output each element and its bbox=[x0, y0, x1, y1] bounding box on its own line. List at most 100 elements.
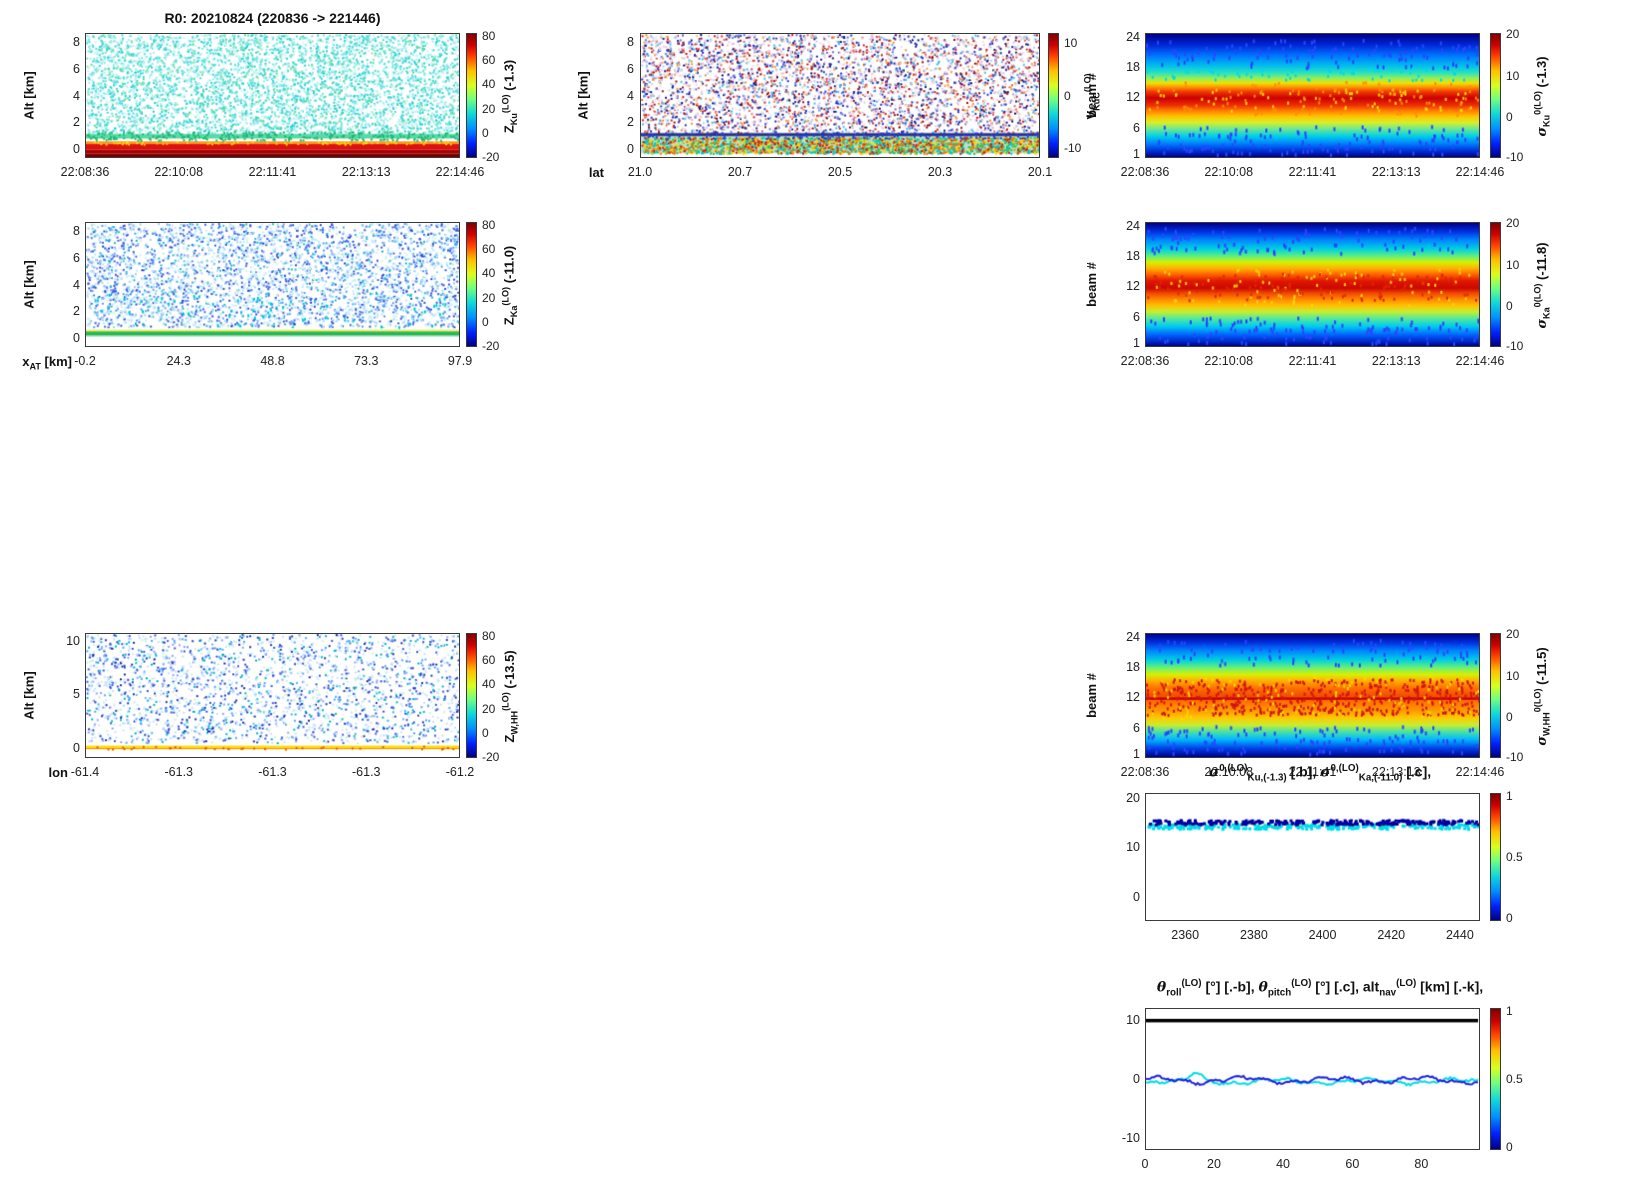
tick-label: 24 bbox=[1126, 218, 1140, 233]
label-segment: Z bbox=[501, 316, 517, 325]
tick-label: 2 bbox=[627, 115, 634, 130]
label-segment: 0(LO) bbox=[1532, 688, 1543, 712]
tick-label: 22:08:36 bbox=[1120, 354, 1170, 368]
tick-label: 20.5 bbox=[827, 165, 853, 179]
tick-label: 6 bbox=[73, 61, 80, 76]
tick-label: 80 bbox=[482, 28, 496, 43]
label-segment: Ka bbox=[1541, 306, 1552, 319]
zka-colorbar-ticks: 80 60 40 20 0 -20 bbox=[482, 218, 512, 354]
label-segment: σ bbox=[1534, 126, 1550, 137]
tick-label: 0 bbox=[73, 142, 80, 157]
sigma0-ku-colorbar-ticks: 20 10 0 -10 bbox=[1506, 27, 1536, 164]
zka-y-axis-ticks: 8 6 4 2 0 bbox=[46, 222, 80, 347]
tick-label: 0 bbox=[482, 315, 489, 329]
tick-label: 22:13:13 bbox=[1371, 354, 1421, 368]
tick-label: 40 bbox=[1276, 1157, 1290, 1171]
figure-title: R0: 20210824 (220836 -> 221446) bbox=[164, 10, 381, 26]
zka-x-axis-label: xAT [km] bbox=[0, 354, 72, 372]
label-segment: σ bbox=[1208, 764, 1220, 781]
tick-label: 48.8 bbox=[260, 354, 285, 368]
tick-label: 20 bbox=[482, 290, 496, 305]
sigma0-w-plot-area bbox=[1145, 633, 1480, 758]
zku-plot-area bbox=[85, 33, 460, 158]
sigma0-ka-colorbar-label: σKa0(LO) (-11.8) bbox=[1532, 215, 1552, 355]
tick-label: 97.9 bbox=[447, 354, 473, 368]
sigma0-ku-heatmap-canvas bbox=[1146, 34, 1479, 157]
zku-colorbar-label: ZKu(LO) (-1.3) bbox=[500, 26, 520, 166]
zku-heatmap-canvas bbox=[86, 34, 459, 157]
tick-label: 22:14:46 bbox=[1455, 354, 1505, 368]
tick-label: 22:08:36 bbox=[1120, 765, 1170, 779]
tick-label: -61.4 bbox=[70, 765, 100, 779]
tick-label: 1 bbox=[1506, 788, 1513, 803]
tick-label: 22:11:41 bbox=[1288, 165, 1337, 179]
tick-label: 18 bbox=[1126, 59, 1140, 74]
tick-label: 0 bbox=[73, 331, 80, 346]
tick-label: 40 bbox=[482, 266, 496, 281]
label-segment: 0(LO) bbox=[1532, 283, 1543, 307]
zw-heatmap-canvas bbox=[86, 634, 459, 757]
label-segment: [.b], bbox=[1286, 763, 1321, 780]
label-segment: σ bbox=[1534, 318, 1550, 329]
zw-colorbar-ticks: 80 60 40 20 0 -20 bbox=[482, 629, 512, 765]
attitude-plot-area bbox=[1145, 1008, 1480, 1150]
zw-x-axis-ticks: -61.4 -61.3 -61.3 -61.3 -61.2 bbox=[71, 765, 475, 781]
tick-label: 12 bbox=[1126, 89, 1140, 104]
tick-label: 4 bbox=[73, 88, 80, 103]
tick-label: -20 bbox=[482, 150, 500, 165]
tick-label: 22:08:36 bbox=[60, 165, 110, 179]
sigma0-w-y-axis-ticks: 24 18 12 6 1 bbox=[1108, 630, 1140, 762]
tick-label: 12 bbox=[1126, 278, 1140, 293]
label-segment: σ bbox=[1320, 764, 1331, 781]
tick-label: 10 bbox=[1506, 68, 1520, 83]
zw-plot-area bbox=[85, 633, 460, 758]
tick-label: 10 bbox=[1126, 839, 1140, 854]
zku-colorbar bbox=[466, 33, 477, 158]
attitude-title: θroll(LO) [°] [.-b], θpitch(LO) [°] [.c]… bbox=[1060, 978, 1580, 998]
tick-label: 24.3 bbox=[166, 354, 191, 368]
tick-label: 0 bbox=[627, 142, 634, 157]
label-segment: (LO) bbox=[500, 691, 511, 711]
sigma0-timeseries-plot-area bbox=[1145, 793, 1480, 921]
zka-x-axis-ticks: -0.2 24.3 48.8 73.3 97.9 bbox=[74, 354, 472, 370]
tick-label: 1 bbox=[1133, 147, 1140, 162]
zku-y-axis-label: Alt [km] bbox=[21, 71, 37, 120]
tick-label: 10 bbox=[1064, 36, 1078, 50]
label-segment: (LO) bbox=[1291, 978, 1312, 989]
sigma0-ka-y-axis-label: beam # bbox=[1083, 262, 1099, 307]
tick-label: 2420 bbox=[1377, 928, 1406, 942]
zka-colorbar bbox=[466, 222, 477, 347]
zw-y-axis-label: Alt [km] bbox=[21, 671, 37, 720]
tick-label: 6 bbox=[1133, 721, 1140, 735]
tick-label: 24 bbox=[1126, 29, 1140, 44]
tick-label: 80 bbox=[482, 628, 496, 643]
label-segment: Ku,(-1.3) bbox=[1247, 772, 1287, 784]
label-segment: (-11.0) bbox=[501, 245, 517, 287]
tick-label: -10 bbox=[1506, 749, 1524, 764]
label-segment: Z bbox=[501, 124, 517, 133]
tick-label: 2380 bbox=[1239, 928, 1268, 942]
vkuc-y-axis-ticks: 8 6 4 2 0 bbox=[600, 33, 634, 158]
label-segment: Ku bbox=[509, 112, 520, 125]
label-segment: (LO) bbox=[1396, 978, 1417, 989]
label-segment: pitch bbox=[1267, 987, 1292, 999]
tick-label: -20 bbox=[482, 339, 500, 354]
vkuc-x-axis-label: lat bbox=[588, 165, 604, 180]
tick-label: 6 bbox=[73, 250, 80, 265]
tick-label: 22:10:08 bbox=[1204, 165, 1254, 179]
tick-label: 20 bbox=[1207, 1157, 1221, 1171]
tick-label: 2440 bbox=[1445, 928, 1474, 942]
label-segment: W,HH bbox=[509, 710, 520, 735]
sigma0-timeseries-colorbar-ticks: 1 0.5 0 bbox=[1506, 789, 1536, 926]
tick-label: 0 bbox=[1133, 1072, 1140, 1086]
tick-label: 2360 bbox=[1171, 928, 1200, 942]
label-segment: Z bbox=[501, 734, 517, 743]
tick-label: 10 bbox=[66, 633, 80, 648]
tick-label: 0 bbox=[1141, 1157, 1149, 1171]
tick-label: 0.5 bbox=[1506, 1072, 1523, 1086]
vkuc-x-axis-ticks: 21.0 20.7 20.5 20.3 20.1 bbox=[628, 165, 1052, 181]
tick-label: 0 bbox=[73, 741, 80, 755]
sigma0-ka-y-axis-ticks: 24 18 12 6 1 bbox=[1108, 218, 1140, 351]
tick-label: 20 bbox=[1126, 791, 1140, 806]
